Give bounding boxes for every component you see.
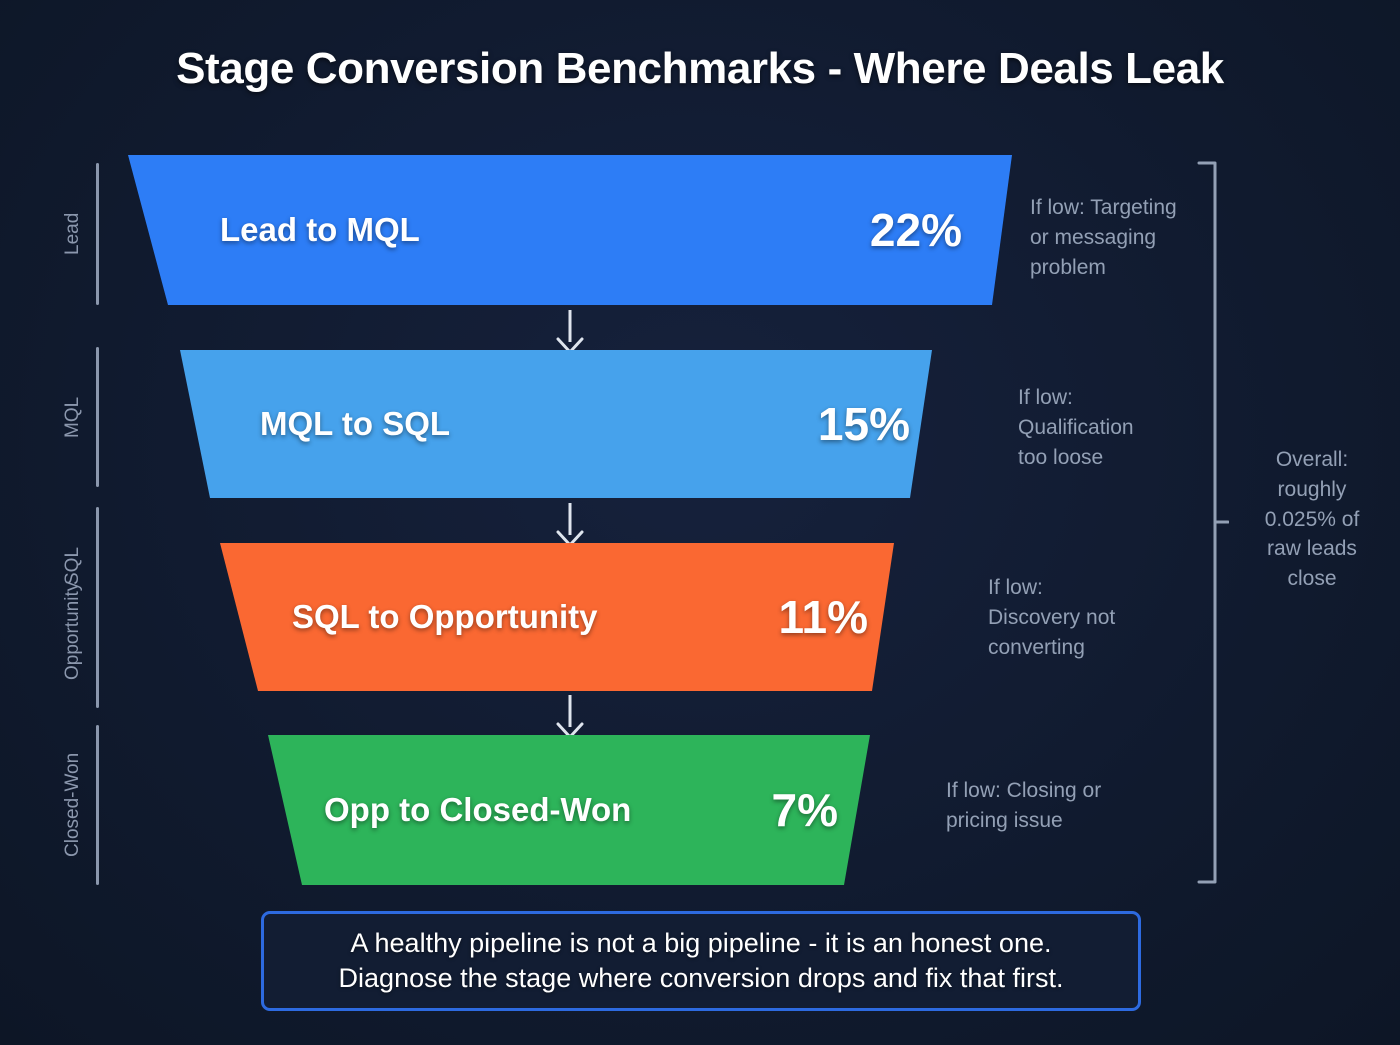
axis-label-mql: MQL bbox=[62, 396, 83, 438]
stage-note-line: problem bbox=[1030, 255, 1106, 279]
stage-note-mql-to-sql: If low: Qualification too loose bbox=[1018, 383, 1193, 472]
arrow-down-icon-1 bbox=[553, 308, 587, 354]
summary-callout-line-1: A healthy pipeline is not a big pipeline… bbox=[350, 928, 1052, 958]
arrow-down-icon-3 bbox=[553, 693, 587, 739]
axis-label-closed-won: Closed-Won bbox=[62, 752, 83, 858]
overall-note: Overall: roughly 0.025% of raw leads clo… bbox=[1236, 445, 1388, 594]
segment-value: 15% bbox=[817, 398, 910, 450]
overall-note-line: raw leads bbox=[1267, 537, 1357, 561]
stage-note-opp-to-closed-won: If low: Closing or pricing issue bbox=[946, 776, 1146, 836]
axis-label-lead: Lead bbox=[62, 212, 83, 256]
funnel-segment-opp-to-closed-won[interactable]: Opp to Closed-Won 7% bbox=[120, 735, 1020, 885]
overall-note-line: Overall: bbox=[1275, 448, 1349, 471]
funnel-segment-lead-to-mql[interactable]: Lead to MQL 22% bbox=[120, 155, 1020, 305]
stage-note-line: too loose bbox=[1018, 445, 1104, 469]
funnel-chart: Lead to MQL 22% MQL to SQL 15% bbox=[120, 155, 1020, 890]
stage-note-line: If low: Closing or bbox=[946, 779, 1102, 802]
axis-tick-opportunity bbox=[96, 553, 99, 708]
stage-note-line: Discovery not bbox=[988, 605, 1116, 629]
segment-label: SQL to Opportunity bbox=[292, 598, 598, 635]
overall-note-line: close bbox=[1287, 567, 1337, 591]
stage-axis: Lead MQL SQL Opportunity Closed-Won bbox=[55, 155, 115, 890]
overall-bracket bbox=[1195, 160, 1230, 885]
segment-label: Lead to MQL bbox=[220, 211, 420, 248]
page-title: Stage Conversion Benchmarks - Where Deal… bbox=[176, 44, 1224, 93]
stage-note-sql-to-opportunity: If low: Discovery not converting bbox=[988, 573, 1168, 662]
segment-value: 7% bbox=[771, 784, 838, 836]
summary-callout: A healthy pipeline is not a big pipeline… bbox=[261, 911, 1141, 1011]
stage-note-line: If low: Targeting bbox=[1030, 196, 1177, 219]
segment-value: 11% bbox=[778, 591, 868, 643]
segment-value: 22% bbox=[869, 204, 962, 256]
axis-tick-mql bbox=[96, 347, 99, 487]
summary-callout-line-2: Diagnose the stage where conversion drop… bbox=[338, 963, 1064, 993]
stage-note-line: If low: bbox=[988, 576, 1043, 599]
stage-note-line: Qualification bbox=[1018, 415, 1134, 439]
funnel-segment-mql-to-sql[interactable]: MQL to SQL 15% bbox=[120, 350, 1020, 498]
segment-label: MQL to SQL bbox=[260, 405, 451, 442]
overall-note-line: 0.025% of bbox=[1264, 507, 1360, 531]
axis-tick-lead bbox=[96, 163, 99, 305]
stage-note-line: pricing issue bbox=[946, 808, 1063, 832]
funnel-segment-sql-to-opportunity[interactable]: SQL to Opportunity 11% bbox=[120, 543, 1020, 691]
segment-label: Opp to Closed-Won bbox=[324, 791, 632, 828]
axis-tick-closed-won bbox=[96, 725, 99, 885]
axis-label-opportunity: Opportunity bbox=[62, 581, 83, 680]
stage-note-line: If low: bbox=[1018, 386, 1073, 409]
stage-note-line: or messaging bbox=[1030, 225, 1157, 249]
stage-note-line: converting bbox=[988, 635, 1085, 659]
arrow-down-icon-2 bbox=[553, 501, 587, 547]
stage-note-lead-to-mql: If low: Targeting or messaging problem bbox=[1030, 193, 1205, 282]
overall-note-line: roughly bbox=[1277, 477, 1347, 501]
